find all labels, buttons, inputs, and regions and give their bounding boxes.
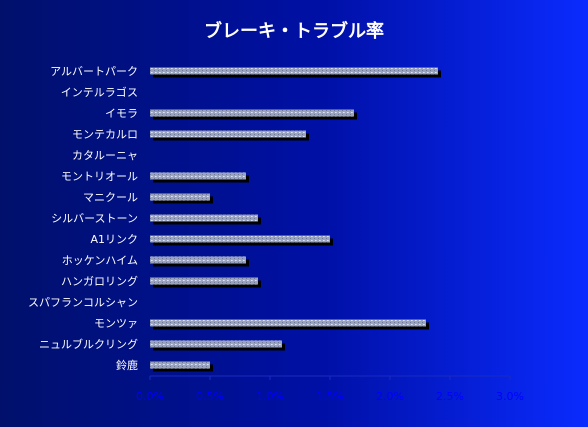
x-tick-label: 2.5% [436,390,464,403]
category-label: カタルーニャ [72,149,138,162]
x-tick-label: 1.0% [256,390,284,403]
bar [150,361,210,369]
category-label: スパフランコルシャン [28,296,138,309]
bar [150,193,210,201]
category-label: ニュルブルクリング [39,337,138,351]
category-label: A1リンク [90,233,138,246]
x-tick-label: 1.5% [316,390,344,403]
bar [150,277,258,285]
category-label: イモラ [105,107,138,120]
category-label: モンテカルロ [72,128,138,141]
x-tick-label: 3.0% [496,390,524,403]
category-label: 鈴鹿 [116,358,138,372]
bar [150,340,282,348]
x-tick-label: 0.0% [136,390,164,403]
x-tick-label: 2.0% [376,390,404,403]
bar [150,109,354,117]
bar [150,319,426,327]
bar [150,172,246,180]
category-label: モントリオール [61,170,138,183]
bar [150,256,246,264]
category-label: マニクール [83,191,138,204]
chart-title: ブレーキ・トラブル率 [204,21,384,42]
category-label: モンツァ [94,317,138,330]
bar [150,214,258,222]
bar [150,67,438,75]
bar [150,235,330,243]
category-label: アルバートパーク [50,65,138,78]
category-label: ホッケンハイム [62,254,138,267]
category-label: シルバーストーン [51,212,138,225]
category-label: インテルラゴス [61,85,138,99]
bar [150,130,306,138]
x-tick-label: 0.5% [196,390,224,403]
category-label: ハンガロリング [61,274,138,288]
